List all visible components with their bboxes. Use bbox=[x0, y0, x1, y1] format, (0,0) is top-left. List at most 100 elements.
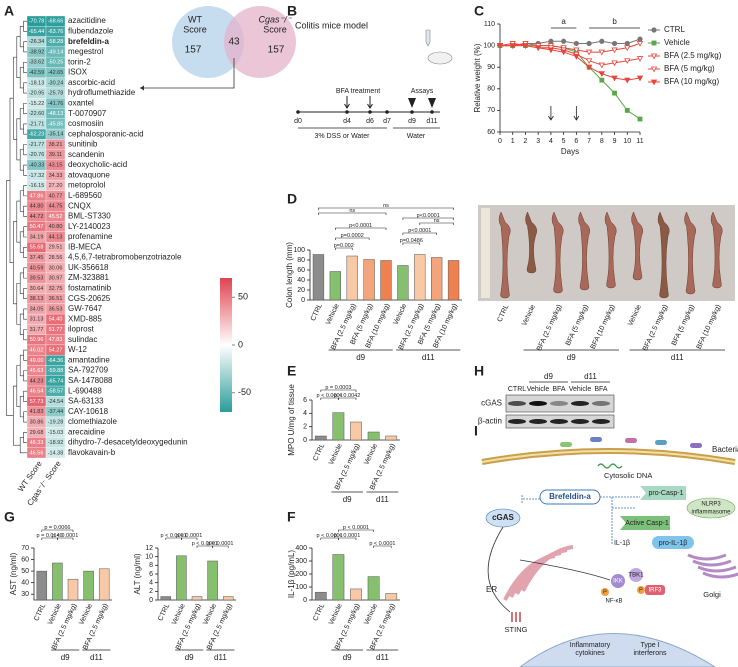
bar bbox=[367, 576, 380, 601]
model-title: Colitis mice model bbox=[295, 20, 368, 30]
cell-label: -64.36 bbox=[48, 358, 64, 364]
marker bbox=[612, 90, 617, 96]
y-tick-label: 200 bbox=[295, 571, 307, 578]
dendrogram bbox=[19, 67, 24, 89]
p-value: p < 0.0001 bbox=[176, 533, 202, 539]
colorbar bbox=[220, 278, 232, 412]
bar bbox=[160, 596, 172, 601]
x-tick-label: Vehicle bbox=[392, 303, 408, 327]
series-line bbox=[500, 45, 641, 120]
p-value: ns bbox=[349, 208, 355, 214]
cell-label: -18.92 bbox=[48, 440, 64, 446]
legend-label: BFA (5 mg/kg) bbox=[664, 64, 715, 73]
venn-count: 43 bbox=[228, 37, 240, 48]
dna bbox=[597, 463, 623, 469]
bar bbox=[176, 555, 187, 601]
cell-label: 50.47 bbox=[30, 224, 44, 230]
phase-label: 3% DSS or Water bbox=[315, 133, 371, 140]
dendrogram bbox=[19, 396, 24, 418]
x-tick-label: CTRL bbox=[312, 443, 326, 463]
legend-marker bbox=[651, 27, 657, 33]
x-tick-label: Vehicle bbox=[328, 443, 344, 467]
cell-label: 50.96 bbox=[30, 337, 44, 343]
colon-specimen bbox=[631, 211, 644, 281]
bracket bbox=[335, 247, 353, 250]
x-tick-label: Vehicle bbox=[78, 603, 94, 627]
cell-label: -37.44 bbox=[48, 409, 64, 415]
x-tick-label: 7 bbox=[587, 138, 591, 145]
row-label: LY-2140023 bbox=[68, 222, 111, 231]
cell-label: -49.14 bbox=[48, 49, 64, 55]
cell-label: 28.56 bbox=[49, 255, 63, 261]
legend-marker bbox=[650, 66, 658, 73]
y-tick-label: 8 bbox=[149, 562, 153, 569]
marker bbox=[598, 49, 605, 56]
p-value: p = 0.0003 bbox=[325, 385, 351, 391]
ikk-shape bbox=[611, 574, 625, 588]
dendrogram bbox=[23, 411, 27, 423]
panel-label: C bbox=[474, 3, 484, 19]
axes bbox=[157, 548, 236, 601]
colon-specimen bbox=[578, 211, 591, 291]
x-tick-label: Vehicle bbox=[363, 603, 379, 627]
cell-label: -25.78 bbox=[48, 91, 64, 97]
blot-group: d9 bbox=[544, 372, 553, 381]
x-tick-label: CTRL bbox=[33, 603, 47, 623]
dendrogram bbox=[16, 36, 21, 78]
y-tick-label: 100 bbox=[295, 584, 307, 591]
bacterium bbox=[560, 442, 572, 447]
row-label: profenamine bbox=[68, 232, 113, 241]
venn-count: 157 bbox=[185, 45, 202, 56]
bar bbox=[222, 596, 234, 601]
pathway-text: IL-1β bbox=[614, 540, 630, 547]
cell-label: 30.97 bbox=[49, 276, 63, 282]
cell-label: -45.85 bbox=[48, 121, 64, 127]
y-tick-label: 40 bbox=[297, 277, 305, 284]
cell-label: 46.56 bbox=[30, 450, 44, 456]
cgas-path bbox=[487, 526, 611, 613]
marker bbox=[611, 75, 618, 82]
bracket bbox=[57, 537, 74, 540]
cell-label: -35.14 bbox=[48, 132, 64, 138]
legend-label: Vehicle bbox=[664, 38, 690, 47]
pathway-text: Active Casp-1 bbox=[625, 520, 669, 527]
group-label: d9 bbox=[567, 353, 576, 362]
cell-label: -58.28 bbox=[48, 39, 64, 45]
marker bbox=[598, 62, 605, 69]
y-axis-label: Relative weight (%) bbox=[473, 43, 482, 112]
pathway-text: Golgi bbox=[703, 590, 721, 599]
x-axis-label: Days bbox=[561, 147, 579, 156]
pathway-text: IKK bbox=[613, 579, 623, 585]
golgi-shape bbox=[692, 559, 732, 567]
dendrogram bbox=[23, 226, 27, 238]
cell-label: 40.77 bbox=[49, 193, 63, 199]
x-tick-label: Vehicle bbox=[325, 303, 341, 327]
dendrogram bbox=[23, 329, 27, 341]
marker bbox=[624, 77, 631, 84]
x-tick-label: CTRL bbox=[312, 603, 326, 623]
row-label: ascorbic-acid bbox=[68, 78, 115, 87]
row-label: azacitidine bbox=[68, 16, 106, 25]
pathway-text: cGAS bbox=[492, 513, 514, 522]
panel-label: H bbox=[474, 363, 484, 379]
y-tick-label: 50 bbox=[21, 568, 29, 575]
pathway-text: Cytosolic DNA bbox=[604, 471, 652, 480]
cell-label: 32.75 bbox=[49, 286, 63, 292]
bar bbox=[329, 271, 341, 301]
row-label: T-0070907 bbox=[68, 109, 107, 118]
marker bbox=[611, 47, 618, 54]
heat-cell bbox=[45, 447, 66, 459]
row-label: sulindac bbox=[68, 335, 97, 344]
x-tick-label: 6 bbox=[574, 138, 578, 145]
bracket bbox=[318, 212, 387, 215]
photo-label: Vehicle bbox=[521, 304, 537, 328]
treatment-arrow bbox=[548, 106, 554, 121]
dendrogram bbox=[13, 56, 17, 140]
marker bbox=[585, 58, 593, 65]
row-label: 4,5,6,7-tetrabromobenzotriazole bbox=[68, 253, 182, 262]
cell-label: -50.25 bbox=[48, 60, 64, 66]
cell-label: -14.38 bbox=[48, 450, 64, 456]
group-label: d9 bbox=[61, 653, 70, 662]
cell-label: 34.19 bbox=[30, 234, 44, 240]
pathway-text: IRF3 bbox=[648, 588, 662, 594]
